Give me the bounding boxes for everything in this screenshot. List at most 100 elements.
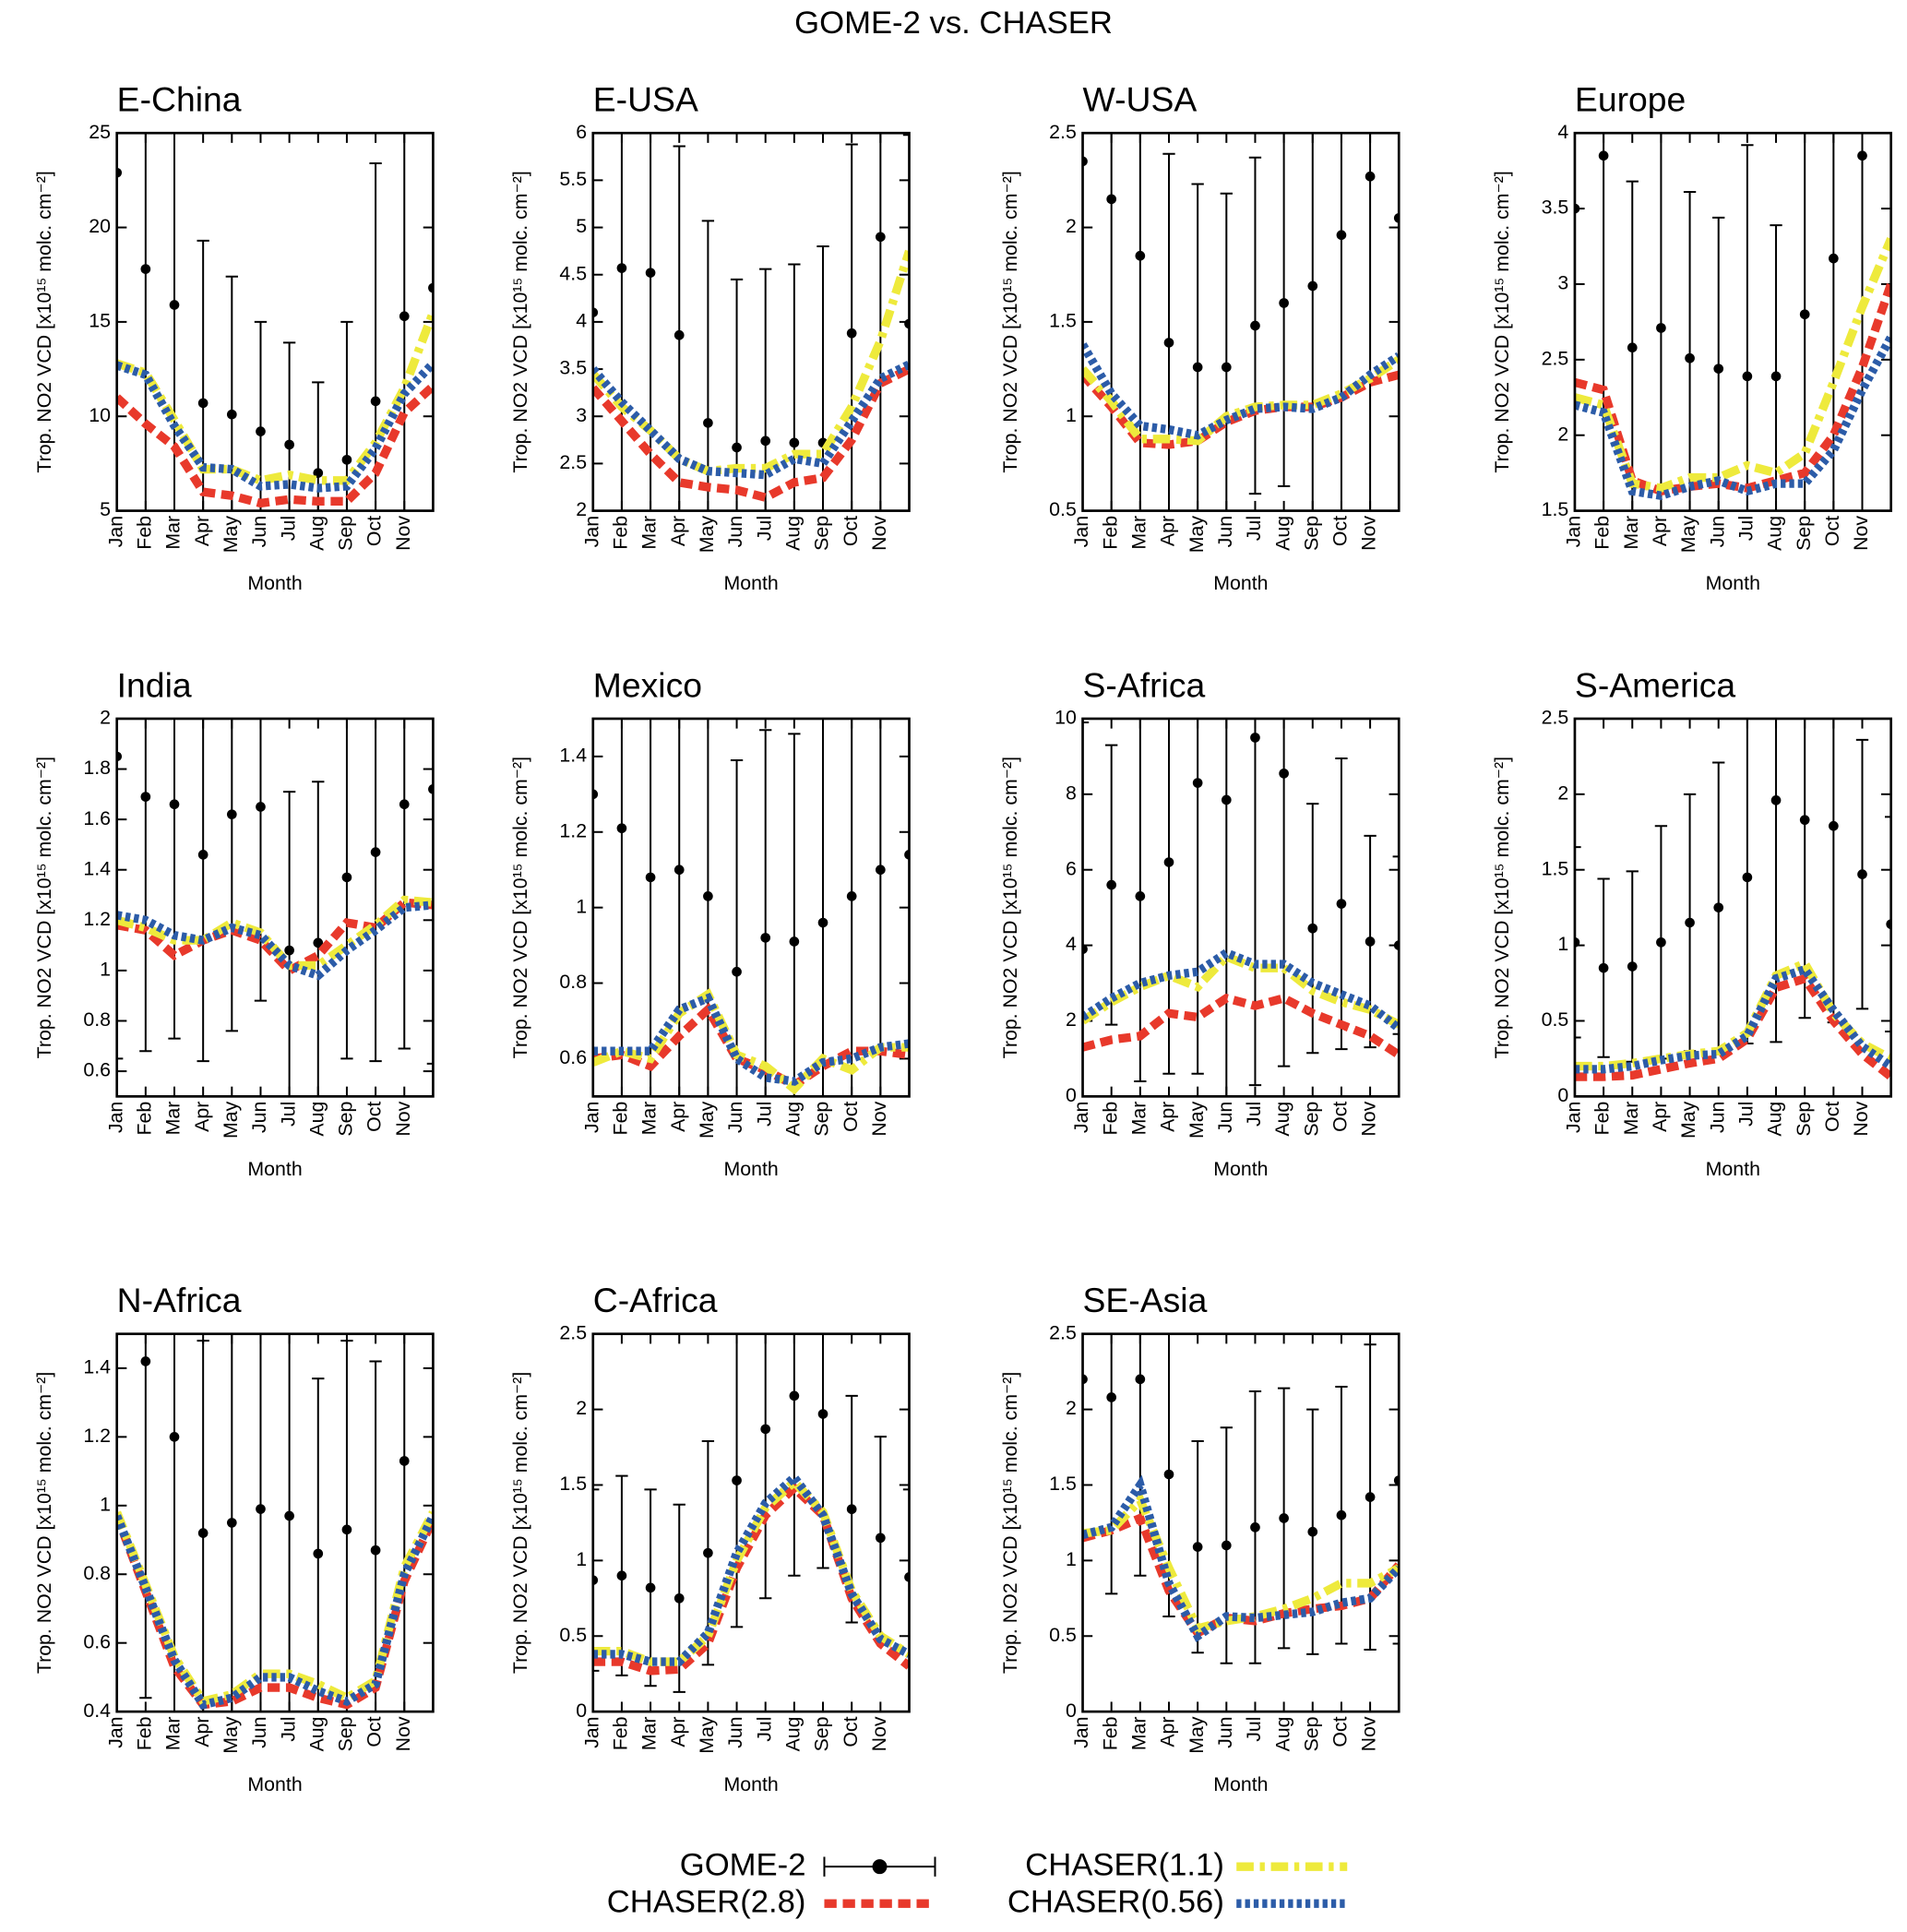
x-tick-label: Oct bbox=[1821, 1102, 1843, 1132]
series-line bbox=[592, 1471, 910, 1666]
y-tick-label: 0.6 bbox=[83, 1630, 111, 1652]
y-tick-label: 0.6 bbox=[559, 1046, 587, 1068]
data-point bbox=[1163, 1469, 1174, 1480]
data-point bbox=[1250, 1522, 1260, 1532]
data-point bbox=[1336, 899, 1347, 909]
y-axis-label: Trop. NO2 VCD [x10¹⁵ molc. cm⁻²] bbox=[33, 1372, 55, 1674]
panel: SE-Asia 0 0.5 1 1.5 2 2.5 Jan Feb Mar Apr May Jun Jul… bbox=[999, 1281, 1400, 1795]
x-tick-label: Jan bbox=[1070, 1102, 1092, 1133]
x-tick-label: Sep bbox=[335, 516, 357, 551]
figure-title: GOME-2 vs. CHASER bbox=[794, 6, 1113, 41]
y-tick-label: 2 bbox=[576, 1397, 587, 1419]
y-axis-label: Trop. NO2 VCD [x10¹⁵ molc. cm⁻²] bbox=[509, 1372, 531, 1674]
x-axis-label: Month bbox=[723, 1158, 778, 1180]
x-tick-label: Jul bbox=[753, 1102, 775, 1127]
y-tick-label: 0 bbox=[1066, 1084, 1077, 1106]
x-tick-label: Jul bbox=[277, 1102, 299, 1127]
x-tick-label: Apr bbox=[191, 1102, 213, 1132]
data-point bbox=[1799, 815, 1810, 826]
x-tick-label: Jun bbox=[1706, 516, 1728, 547]
data-point bbox=[732, 442, 742, 453]
data-point bbox=[673, 1592, 685, 1604]
data-point bbox=[169, 300, 180, 310]
y-tick-label: 1 bbox=[1557, 933, 1568, 955]
data-point bbox=[1365, 1492, 1376, 1502]
x-tick-label: Apr bbox=[1157, 1102, 1179, 1132]
series-line bbox=[1082, 1492, 1400, 1634]
panel-title: India bbox=[117, 665, 192, 704]
x-tick-label: Sep bbox=[335, 1102, 357, 1137]
plot-frame bbox=[1081, 1332, 1400, 1713]
plot-area bbox=[116, 718, 434, 1097]
y-tick-label: 1.5 bbox=[1049, 310, 1077, 332]
x-tick-label: Sep bbox=[1793, 1102, 1815, 1137]
y-tick-label: 1 bbox=[576, 895, 587, 917]
x-tick-label: Sep bbox=[1793, 516, 1815, 551]
x-tick-label: Feb bbox=[133, 516, 155, 550]
data-point bbox=[313, 1548, 324, 1559]
y-tick-label: 0 bbox=[576, 1699, 587, 1722]
data-point bbox=[789, 936, 800, 947]
x-tick-label: Jun bbox=[248, 516, 270, 547]
y-tick-label: 0.5 bbox=[559, 1624, 587, 1646]
data-point bbox=[1135, 891, 1146, 901]
data-point bbox=[226, 809, 237, 820]
data-point bbox=[1627, 961, 1638, 972]
x-axis-label: Month bbox=[1213, 1773, 1268, 1795]
data-point bbox=[1742, 872, 1753, 883]
data-point bbox=[1656, 323, 1666, 333]
data-point bbox=[1307, 280, 1318, 292]
data-point bbox=[140, 1356, 151, 1366]
panel: N-Africa 0.4 0.6 0.8 1 1.2 1.4 Jan Feb Mar Apr May J… bbox=[33, 1281, 435, 1795]
data-point bbox=[645, 872, 656, 883]
data-point bbox=[284, 945, 294, 956]
x-tick-label: Aug bbox=[782, 1102, 805, 1137]
series-line bbox=[116, 895, 434, 971]
y-tick-label: 1.2 bbox=[83, 1425, 111, 1447]
y-tick-label: 25 bbox=[89, 121, 111, 143]
y-tick-label: 0.5 bbox=[1049, 498, 1077, 520]
data-point bbox=[341, 454, 352, 465]
x-tick-label: Jul bbox=[1243, 516, 1265, 541]
x-tick-label: Apr bbox=[1649, 1102, 1671, 1132]
error-bar bbox=[1884, 816, 1891, 1032]
x-tick-label: Jan bbox=[1070, 516, 1092, 547]
y-tick-label: 10 bbox=[89, 404, 111, 426]
x-tick-label: Jan bbox=[580, 1716, 602, 1747]
y-tick-label: 5 bbox=[100, 498, 111, 520]
data-point bbox=[1250, 733, 1260, 743]
x-axis-label: Month bbox=[723, 572, 778, 594]
panel: S-Africa 0 2 4 6 8 10 Jan Feb Mar Apr May Jun Jul Aug S… bbox=[999, 665, 1400, 1180]
x-tick-label: Jun bbox=[1706, 1102, 1728, 1133]
x-tick-label: Sep bbox=[1300, 1716, 1322, 1751]
data-point bbox=[760, 933, 771, 943]
data-point bbox=[1365, 171, 1376, 182]
y-tick-label: 10 bbox=[1055, 707, 1077, 729]
series-line bbox=[592, 360, 910, 480]
y-tick-label: 1.5 bbox=[1542, 857, 1569, 879]
x-tick-label: Jul bbox=[277, 1716, 299, 1741]
x-tick-label: Jul bbox=[1243, 1102, 1265, 1127]
x-tick-label: Oct bbox=[840, 516, 862, 546]
x-tick-label: Jun bbox=[724, 1716, 746, 1747]
y-tick-label: 2.5 bbox=[1049, 1321, 1077, 1343]
x-tick-label: Apr bbox=[191, 516, 213, 546]
y-tick-label: 4 bbox=[1557, 121, 1568, 143]
error-bar bbox=[426, 718, 434, 1065]
data-point bbox=[256, 1504, 266, 1514]
x-tick-label: Jan bbox=[104, 1716, 126, 1747]
panel: E-China 5 10 15 20 25 Jan Feb Mar Apr May Jun Jul Aug… bbox=[33, 80, 435, 594]
y-axis-label: Trop. NO2 VCD [x10¹⁵ molc. cm⁻²] bbox=[509, 757, 531, 1058]
data-point bbox=[760, 435, 771, 447]
data-point bbox=[399, 799, 410, 810]
data-point bbox=[876, 865, 886, 876]
x-tick-label: Feb bbox=[610, 516, 632, 550]
y-tick-label: 1 bbox=[1066, 404, 1077, 426]
y-tick-label: 0 bbox=[1066, 1699, 1077, 1722]
x-tick-label: Jun bbox=[1214, 1716, 1236, 1747]
y-tick-label: 6 bbox=[1066, 857, 1077, 879]
y-tick-label: 2 bbox=[1066, 215, 1077, 237]
y-tick-label: 1.4 bbox=[83, 857, 111, 879]
x-tick-label: Jul bbox=[277, 516, 299, 541]
plot-area bbox=[592, 1333, 910, 1693]
